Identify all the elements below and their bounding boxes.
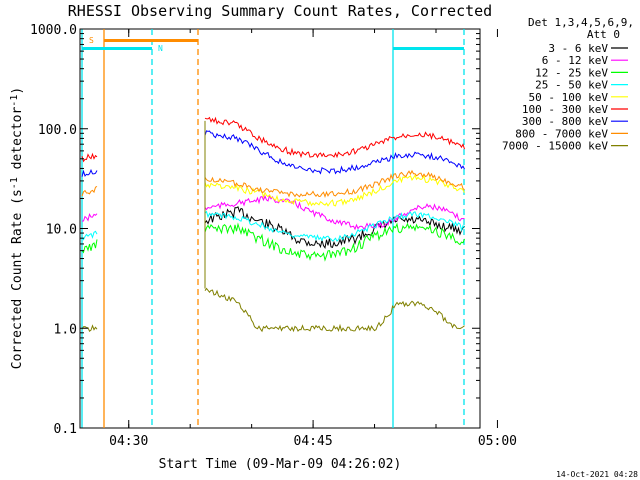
series-line-800-7000-kev (81, 169, 465, 199)
series-line-12-25-kev (81, 222, 465, 262)
series-line-50-100-kev (204, 174, 465, 207)
night-flag-bar (393, 47, 464, 50)
y-axis-ticks: 1000.0 100.0 10.0 1.0 0.1 (30, 23, 480, 437)
night-flag-bar (82, 47, 152, 50)
legend-label-300-800-kev: 300 - 800 keV (522, 115, 608, 128)
x-axis-label: Start Time (09-Mar-09 04:26:02) (159, 457, 402, 472)
legend-label-12-25-kev: 12 - 25 keV (535, 66, 608, 79)
x-tick-label: 05:00 (478, 434, 517, 449)
y-axis-label: Corrected Count Rate (s-1 detector-1) (9, 87, 25, 369)
series-line-6-12-kev (81, 194, 465, 231)
legend-label-7000-15000-kev: 7000 - 15000 keV (502, 140, 608, 153)
legend-label-25-50-kev: 25 - 50 keV (535, 79, 608, 92)
legend-label-6-12-kev: 6 - 12 keV (542, 54, 609, 67)
legend-label-3-6-kev: 3 - 6 keV (548, 42, 608, 55)
saa-flag-label: S (89, 36, 94, 45)
plot-area: S N 1000.0 100.0 10.0 1.0 0.1 04:30 04:45 05:00… (30, 23, 517, 449)
night-flag-label: N (158, 44, 163, 53)
y-tick-label: 100.0 (38, 123, 77, 138)
series-line-100-300-kev (81, 116, 465, 163)
x-tick-label: 04:45 (294, 434, 333, 449)
y-tick-label: 1000.0 (30, 23, 77, 38)
x-tick-label: 04:30 (109, 434, 148, 449)
y-tick-label: 10.0 (46, 223, 77, 238)
legend-header-line-1: Det 1,3,4,5,6,9, (528, 16, 634, 29)
legend-header-line-2: Att 0 (587, 28, 620, 41)
series-line-25-50-kev (81, 210, 465, 242)
legend-label-50-100-kev: 50 - 100 keV (529, 91, 609, 104)
saa-flag-bar (104, 39, 198, 42)
y-tick-label: 1.0 (54, 322, 77, 337)
chart-title: RHESSI Observing Summary Count Rates, Co… (68, 2, 492, 20)
generation-timestamp: 14-Oct-2021 04:28 (556, 470, 638, 479)
series-line-3-6-kev (204, 206, 465, 249)
legend-label-800-7000-kev: 800 - 7000 keV (515, 127, 608, 140)
series-line-7000-15000-kev (81, 287, 465, 333)
series-line-300-800-kev (81, 130, 465, 177)
series-layer (81, 116, 465, 333)
y-tick-label: 0.1 (54, 422, 77, 437)
legend-label-100-300-kev: 100 - 300 keV (522, 103, 608, 116)
